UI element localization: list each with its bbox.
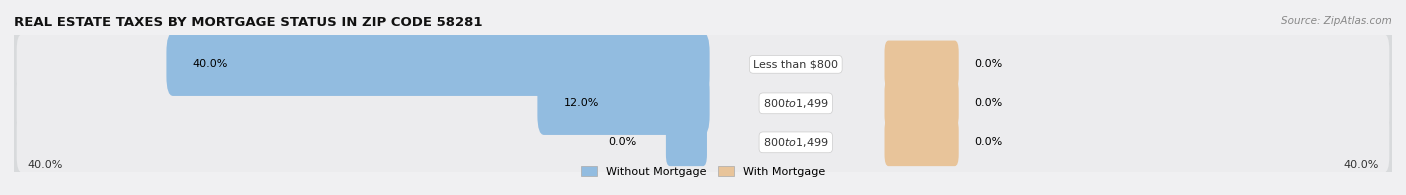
Text: Less than $800: Less than $800 [754,59,838,69]
FancyBboxPatch shape [666,119,707,166]
Text: Source: ZipAtlas.com: Source: ZipAtlas.com [1281,16,1392,26]
FancyBboxPatch shape [884,41,959,88]
FancyBboxPatch shape [17,73,1389,133]
Text: $800 to $1,499: $800 to $1,499 [763,97,828,110]
Text: 40.0%: 40.0% [1343,160,1379,170]
FancyBboxPatch shape [17,34,1389,94]
Text: 40.0%: 40.0% [193,59,228,69]
Text: 40.0%: 40.0% [27,160,63,170]
FancyBboxPatch shape [884,119,959,166]
Text: 0.0%: 0.0% [974,59,1002,69]
Legend: Without Mortgage, With Mortgage: Without Mortgage, With Mortgage [581,166,825,177]
Text: $800 to $1,499: $800 to $1,499 [763,136,828,149]
FancyBboxPatch shape [10,107,1396,178]
FancyBboxPatch shape [10,29,1396,100]
FancyBboxPatch shape [10,68,1396,139]
FancyBboxPatch shape [537,72,710,135]
FancyBboxPatch shape [17,112,1389,172]
Text: REAL ESTATE TAXES BY MORTGAGE STATUS IN ZIP CODE 58281: REAL ESTATE TAXES BY MORTGAGE STATUS IN … [14,16,482,29]
Text: 0.0%: 0.0% [609,137,637,147]
FancyBboxPatch shape [166,33,710,96]
FancyBboxPatch shape [884,80,959,127]
Text: 0.0%: 0.0% [974,137,1002,147]
Text: 0.0%: 0.0% [974,98,1002,108]
Text: 12.0%: 12.0% [564,98,599,108]
